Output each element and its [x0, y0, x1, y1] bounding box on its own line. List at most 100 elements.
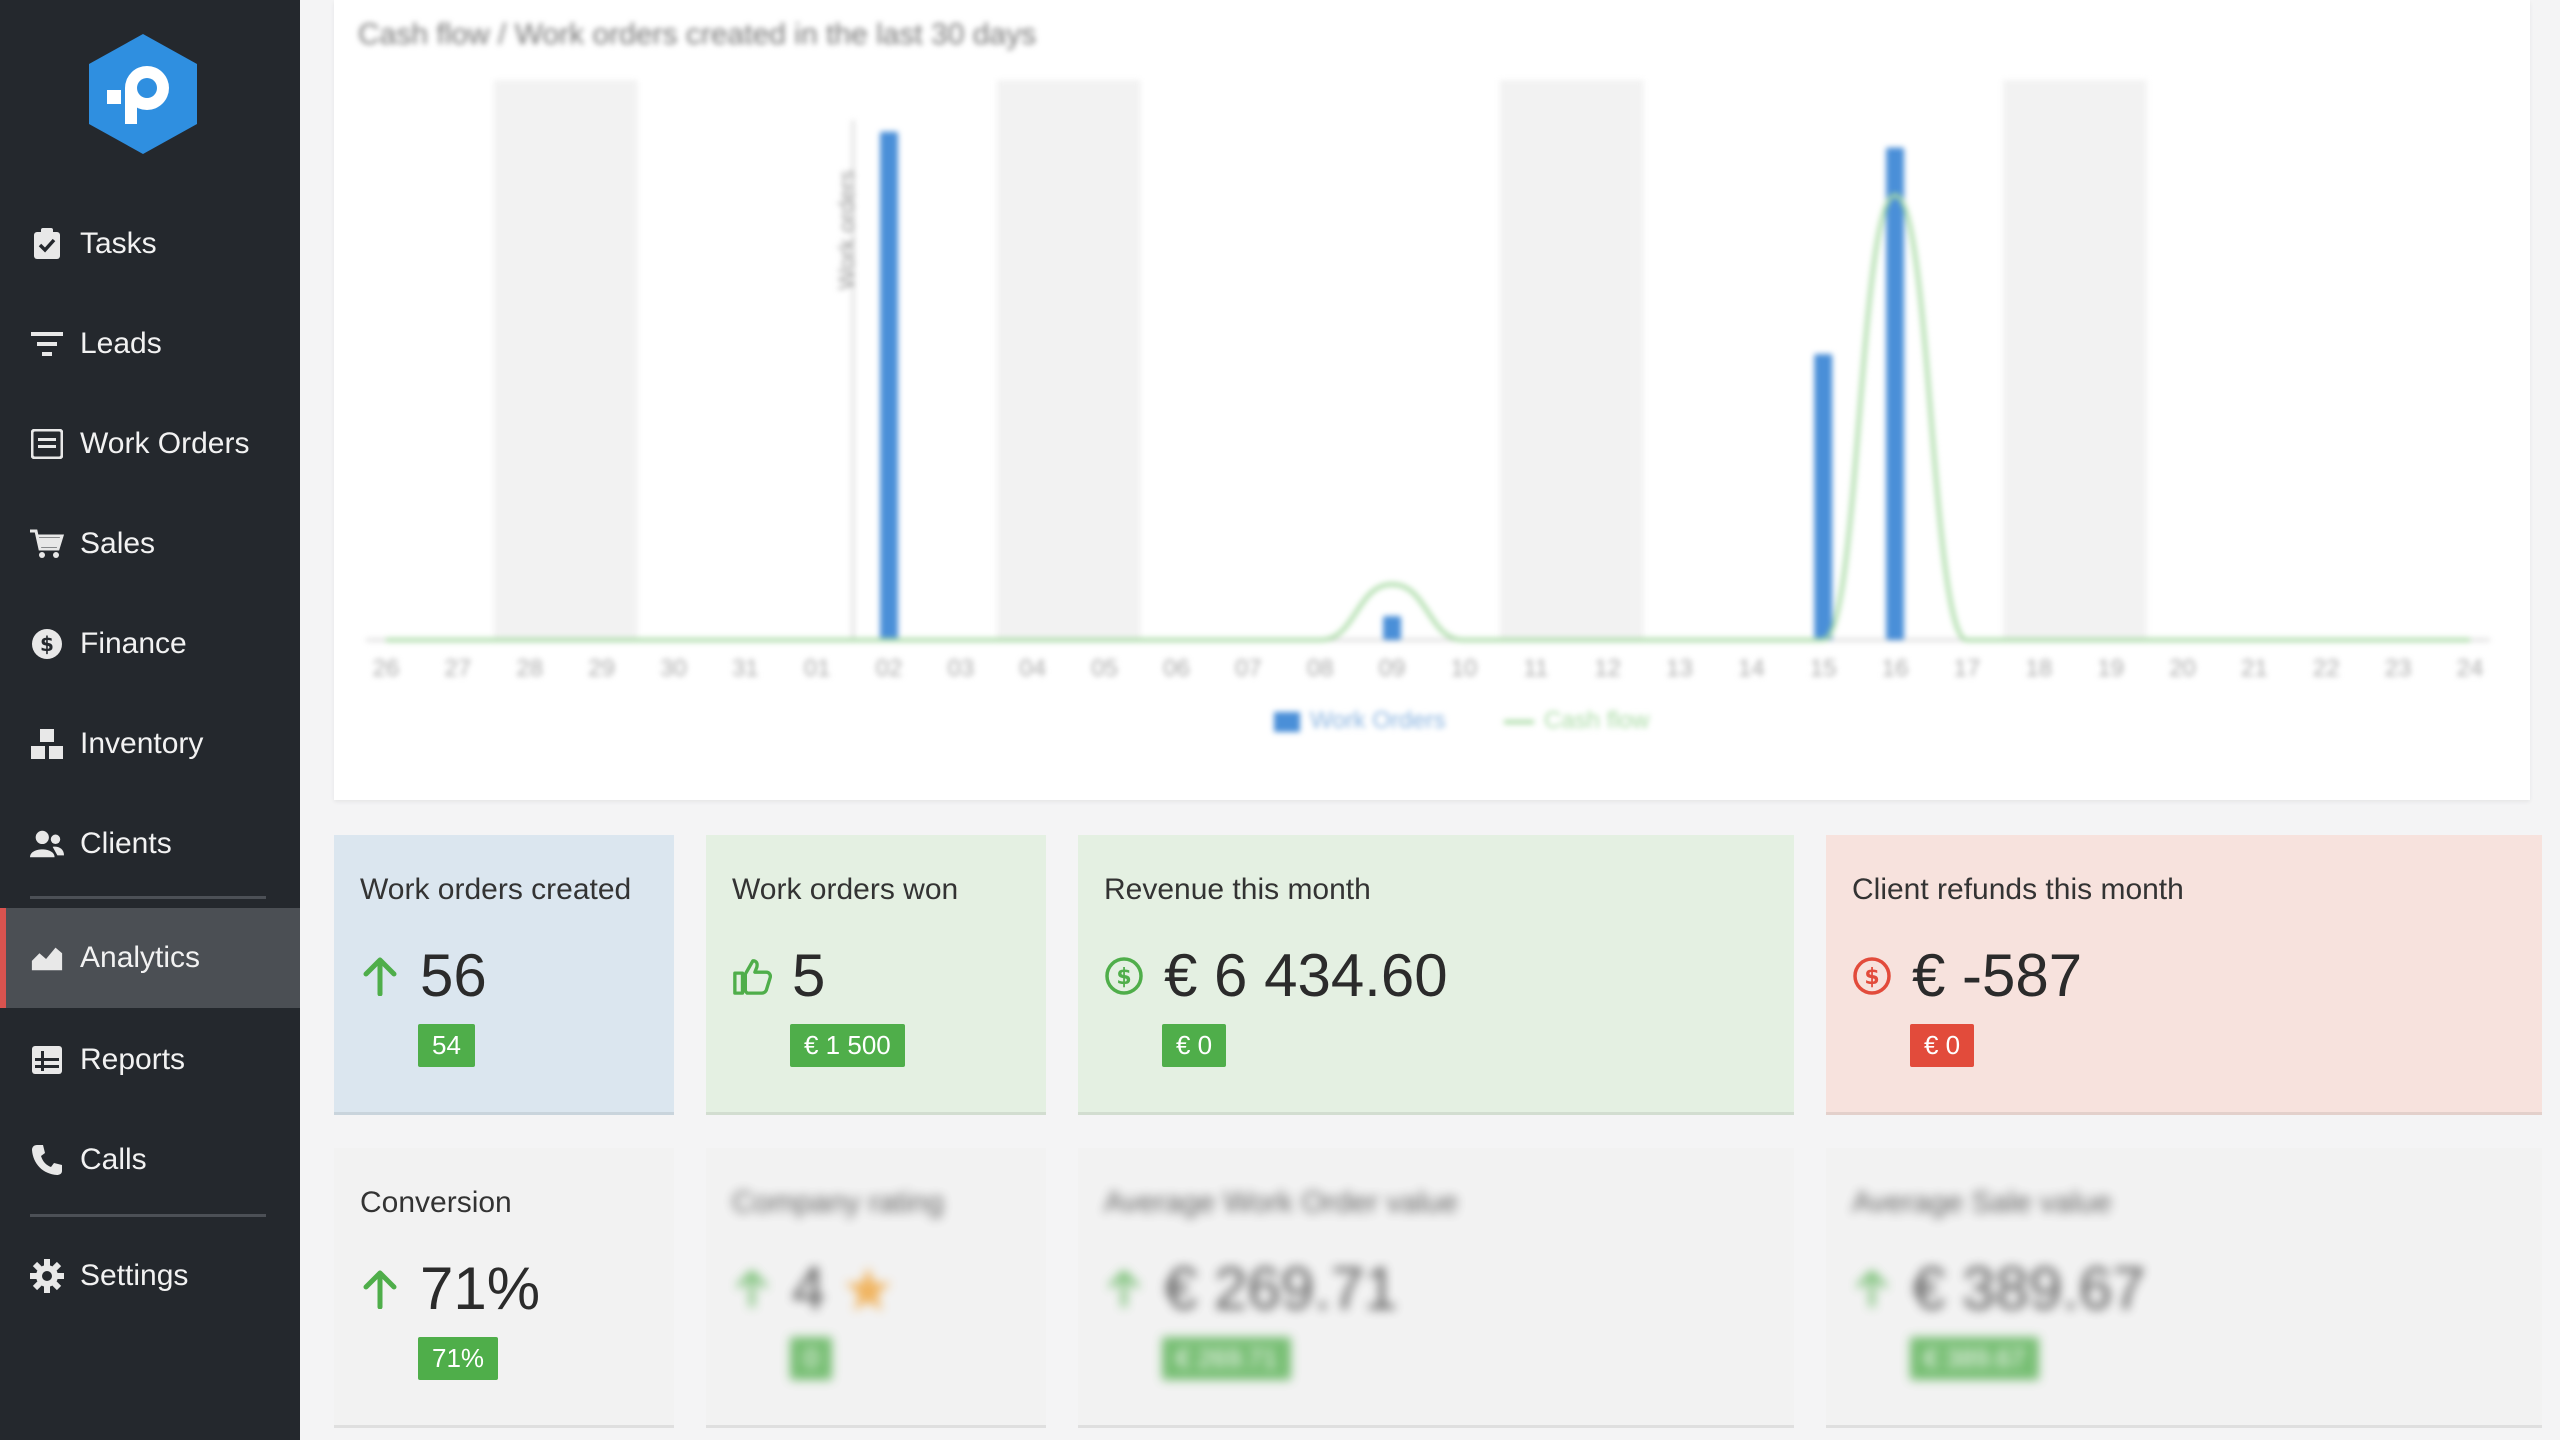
list-alt-icon: [30, 427, 64, 461]
arrow-up-icon: [360, 1269, 400, 1309]
card-value-row: 71%: [360, 1254, 648, 1323]
card-badge: 0: [790, 1337, 833, 1380]
bar-work-orders: [1814, 354, 1833, 640]
card-blurred-content: Company rating 4 0: [732, 1186, 1020, 1380]
x-tick-label: 15: [1810, 655, 1837, 682]
card-work-orders-created: Work orders created 56 54: [334, 835, 674, 1115]
sidebar-item-clients[interactable]: Clients: [0, 794, 300, 894]
sidebar-item-label: Tasks: [80, 227, 157, 260]
sidebar-item-label: Sales: [80, 527, 156, 560]
x-tick-label: 20: [2169, 655, 2196, 682]
sidebar-item-label: Calls: [80, 1143, 147, 1176]
sidebar-divider: [30, 896, 266, 899]
card-blurred-content: Average Sale value € 389.67 € 389.67: [1852, 1186, 2516, 1380]
card-value-row: € 269.71: [1104, 1254, 1768, 1323]
card-value-row: € 389.67: [1852, 1254, 2516, 1323]
card-value: € 6 434.60: [1164, 942, 1448, 1009]
arrow-up-icon: [1104, 1268, 1144, 1309]
card-badge: € 0: [1910, 1024, 1975, 1067]
cashflow-chart: Work orders 26 27 28 29 30 31 01 02 03 04 05 06 07 08 0…: [366, 80, 2490, 734]
x-tick-label: 18: [2025, 655, 2052, 682]
x-tick-label: 21: [2241, 655, 2268, 682]
cashflow-chart-card: Cash flow / Work orders created in the l…: [334, 0, 2530, 800]
sidebar-item-label: Reports: [80, 1043, 186, 1076]
card-title: Client refunds this month: [1852, 873, 2184, 906]
table-icon: [30, 1043, 64, 1077]
sidebar-item-label: Work Orders: [80, 427, 250, 460]
card-value: 5: [792, 942, 826, 1009]
gear-icon: [30, 1259, 64, 1293]
card-badge: € 389.67: [1910, 1337, 2040, 1380]
phone-icon: [30, 1143, 64, 1177]
sidebar-item-settings[interactable]: Settings: [0, 1226, 300, 1326]
y-axis-label: Work orders: [834, 170, 859, 289]
x-tick-label: 19: [2097, 655, 2124, 682]
sidebar-item-label: Settings: [80, 1259, 189, 1292]
sidebar-item-label: Analytics: [80, 941, 201, 974]
card-value: 4: [792, 1255, 826, 1322]
x-tick-label: 26: [373, 655, 400, 682]
sidebar-item-leads[interactable]: Leads: [0, 294, 300, 394]
sidebar-item-sales[interactable]: Sales: [0, 494, 300, 594]
x-tick-label: 16: [1882, 655, 1909, 682]
dollar-circle-icon: $: [1104, 956, 1144, 996]
card-work-orders-won: Work orders won 5 € 1 500: [706, 835, 1046, 1115]
sidebar-item-tasks[interactable]: Tasks: [0, 194, 300, 294]
card-revenue-this-month: Revenue this month $ € 6 434.60 € 0: [1078, 835, 1794, 1115]
card-title: Average Sale value: [1852, 1186, 2112, 1219]
chart-blur-layer: Cash flow / Work orders created in the l…: [334, 0, 2530, 800]
card-title: Work orders created: [360, 873, 632, 906]
card-value: € 269.71: [1164, 1255, 1398, 1322]
card-value-row: $ € -587: [1852, 941, 2516, 1010]
app-logo[interactable]: [85, 32, 201, 156]
sidebar-item-reports[interactable]: Reports: [0, 1010, 300, 1110]
card-badge: € 0: [1162, 1024, 1227, 1067]
filter-icon: [30, 327, 64, 361]
sidebar-item-analytics[interactable]: Analytics: [0, 908, 300, 1008]
card-title: Conversion: [360, 1186, 512, 1219]
card-badge: € 1 500: [790, 1024, 905, 1067]
arrow-up-icon: [1852, 1268, 1892, 1309]
x-tick-label: 12: [1594, 655, 1621, 682]
x-tick-label: 04: [1019, 655, 1046, 682]
card-average-work-order-value: Average Work Order value € 269.71 € 269.…: [1078, 1148, 1794, 1428]
card-average-sale-value: Average Sale value € 389.67 € 389.67: [1826, 1148, 2542, 1428]
card-value-row: 56: [360, 941, 648, 1010]
legend-label-cash-flow: Cash flow: [1544, 707, 1650, 734]
card-value: € 389.67: [1912, 1255, 2146, 1322]
card-value-row: $ € 6 434.60: [1104, 941, 1768, 1010]
card-value-row: 4: [732, 1254, 1020, 1323]
sidebar-item-inventory[interactable]: Inventory: [0, 694, 300, 794]
card-conversion: Conversion 71% 71%: [334, 1148, 674, 1428]
x-tick-label: 11: [1523, 655, 1548, 682]
bar-work-orders: [1886, 147, 1905, 640]
sidebar-item-finance[interactable]: $ Finance: [0, 594, 300, 694]
bar-work-orders: [1383, 616, 1402, 640]
sidebar-item-calls[interactable]: Calls: [0, 1110, 300, 1210]
x-tick-label: 24: [2457, 655, 2484, 682]
sidebar-item-work-orders[interactable]: Work Orders: [0, 394, 300, 494]
card-value: 71%: [420, 1255, 541, 1322]
weekend-band: [493, 80, 638, 640]
users-icon: [30, 827, 64, 861]
card-badge: 71%: [418, 1337, 499, 1380]
x-tick-label: 02: [876, 655, 903, 682]
x-tick-label: 22: [2313, 655, 2340, 682]
x-tick-label: 31: [732, 655, 759, 682]
clipboard-check-icon: [30, 227, 64, 261]
weekend-band: [996, 80, 1141, 640]
x-tick-label: 09: [1379, 655, 1406, 682]
card-blurred-content: Average Work Order value € 269.71 € 269.…: [1104, 1186, 1768, 1380]
card-company-rating: Company rating 4 0: [706, 1148, 1046, 1428]
card-value: € -587: [1912, 942, 2083, 1009]
x-tick-label: 23: [2385, 655, 2412, 682]
x-tick-label: 01: [804, 655, 831, 682]
card-title: Revenue this month: [1104, 873, 1371, 906]
star-icon: [843, 1265, 893, 1313]
card-title: Work orders won: [732, 873, 959, 906]
sidebar-item-label: Clients: [80, 827, 172, 860]
svg-text:$: $: [1864, 965, 1879, 990]
svg-text:$: $: [1116, 965, 1131, 990]
card-client-refunds: Client refunds this month $ € -587 € 0: [1826, 835, 2542, 1115]
sidebar-item-label: Finance: [80, 627, 187, 660]
